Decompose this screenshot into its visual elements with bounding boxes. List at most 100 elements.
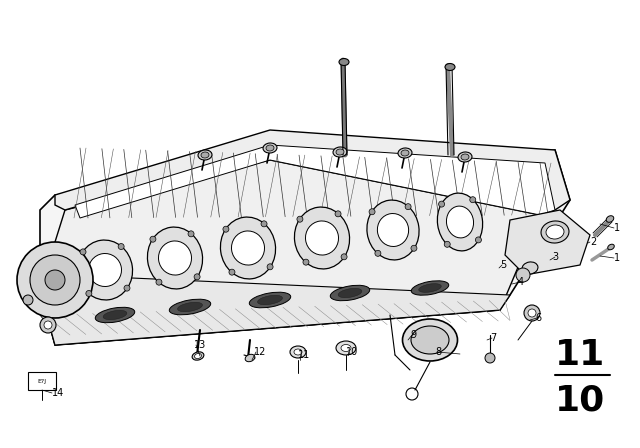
Circle shape — [411, 245, 417, 251]
Circle shape — [438, 201, 445, 207]
Circle shape — [516, 268, 530, 282]
Circle shape — [150, 236, 156, 242]
Polygon shape — [40, 275, 510, 345]
Polygon shape — [75, 145, 555, 218]
Ellipse shape — [330, 285, 370, 301]
Text: 7: 7 — [490, 333, 496, 343]
Ellipse shape — [305, 221, 339, 255]
Ellipse shape — [198, 150, 212, 160]
Ellipse shape — [447, 206, 474, 238]
Text: 9: 9 — [410, 330, 416, 340]
Ellipse shape — [192, 352, 204, 360]
Circle shape — [80, 249, 86, 255]
Ellipse shape — [294, 207, 349, 269]
Polygon shape — [55, 130, 570, 210]
Circle shape — [86, 290, 92, 297]
Circle shape — [405, 204, 411, 210]
Text: E?J: E?J — [37, 379, 47, 383]
Ellipse shape — [378, 214, 408, 246]
Ellipse shape — [437, 193, 483, 251]
Ellipse shape — [232, 231, 264, 265]
Text: 8: 8 — [435, 347, 441, 357]
Circle shape — [470, 197, 476, 202]
Ellipse shape — [159, 241, 191, 275]
Ellipse shape — [403, 319, 458, 361]
Text: 5: 5 — [500, 260, 506, 270]
Circle shape — [44, 321, 52, 329]
Circle shape — [30, 255, 80, 305]
Text: 12: 12 — [254, 347, 266, 357]
Ellipse shape — [419, 284, 441, 293]
Ellipse shape — [294, 349, 302, 355]
Circle shape — [17, 242, 93, 318]
Circle shape — [194, 274, 200, 280]
Text: 11: 11 — [298, 350, 310, 360]
Circle shape — [229, 269, 235, 275]
Ellipse shape — [245, 354, 255, 362]
Circle shape — [476, 237, 481, 243]
Text: 1: 1 — [614, 223, 620, 233]
Ellipse shape — [341, 345, 351, 352]
Ellipse shape — [458, 152, 472, 162]
Ellipse shape — [522, 262, 538, 274]
Ellipse shape — [147, 227, 203, 289]
Text: 14: 14 — [52, 388, 64, 398]
Text: 6: 6 — [535, 313, 541, 323]
Ellipse shape — [333, 147, 347, 157]
Circle shape — [223, 226, 229, 232]
Circle shape — [118, 244, 124, 250]
Ellipse shape — [411, 326, 449, 354]
Ellipse shape — [195, 353, 202, 358]
Ellipse shape — [338, 289, 362, 297]
Circle shape — [303, 259, 309, 265]
Ellipse shape — [77, 240, 132, 300]
Text: 3: 3 — [552, 252, 558, 262]
Ellipse shape — [401, 150, 409, 156]
Text: 11: 11 — [555, 338, 605, 372]
Ellipse shape — [177, 302, 202, 312]
Ellipse shape — [290, 346, 306, 358]
Ellipse shape — [398, 148, 412, 158]
Ellipse shape — [220, 217, 276, 279]
Circle shape — [23, 295, 33, 305]
Ellipse shape — [412, 281, 449, 295]
Circle shape — [369, 209, 375, 215]
Text: 2: 2 — [590, 237, 596, 247]
Text: 10: 10 — [346, 347, 358, 357]
Ellipse shape — [201, 152, 209, 158]
Polygon shape — [40, 160, 540, 345]
Ellipse shape — [541, 221, 569, 243]
Polygon shape — [40, 150, 570, 345]
Ellipse shape — [608, 244, 614, 250]
Ellipse shape — [95, 307, 135, 323]
Ellipse shape — [339, 59, 349, 65]
Ellipse shape — [263, 143, 277, 153]
Text: 1: 1 — [614, 253, 620, 263]
Ellipse shape — [250, 292, 291, 308]
FancyBboxPatch shape — [28, 372, 56, 390]
Ellipse shape — [257, 295, 282, 305]
Circle shape — [341, 254, 347, 260]
Ellipse shape — [88, 254, 122, 287]
Circle shape — [444, 241, 450, 247]
Circle shape — [45, 270, 65, 290]
Ellipse shape — [461, 154, 469, 160]
Circle shape — [335, 211, 341, 217]
Text: 10: 10 — [555, 383, 605, 417]
Circle shape — [188, 231, 194, 237]
Ellipse shape — [606, 216, 614, 222]
Ellipse shape — [445, 64, 455, 70]
Circle shape — [40, 317, 56, 333]
Ellipse shape — [103, 310, 127, 319]
Circle shape — [524, 305, 540, 321]
Ellipse shape — [170, 299, 211, 315]
Circle shape — [261, 221, 267, 227]
Ellipse shape — [546, 225, 564, 239]
Ellipse shape — [367, 200, 419, 260]
Circle shape — [485, 353, 495, 363]
Circle shape — [528, 309, 536, 317]
Circle shape — [267, 264, 273, 270]
Ellipse shape — [336, 341, 356, 355]
Ellipse shape — [266, 145, 274, 151]
Ellipse shape — [336, 149, 344, 155]
